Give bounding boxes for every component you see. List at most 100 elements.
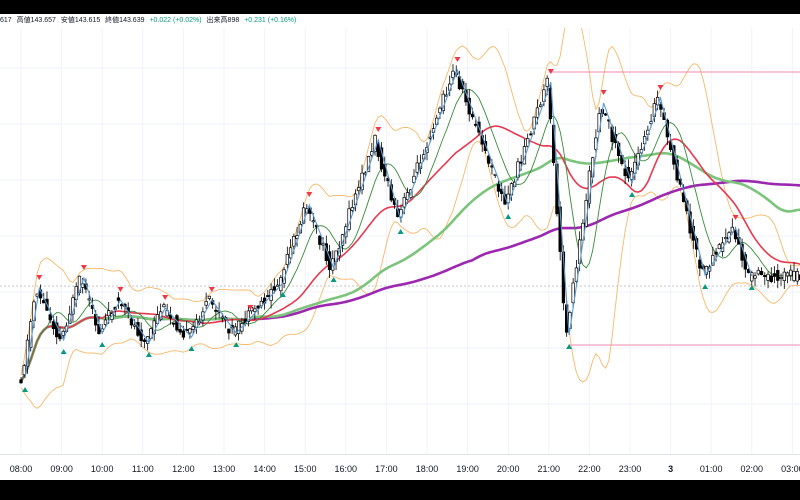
candle-body <box>756 269 760 275</box>
time-axis-tick-label: 15:00 <box>294 464 317 474</box>
pivot-low-marker <box>279 292 286 297</box>
candle-body <box>545 77 549 87</box>
time-axis-tick-label: 02:00 <box>741 464 764 474</box>
time-axis[interactable]: 08:00 09:00 10:00 11:00 12:00 13:00 14:00 15:00… <box>0 454 800 481</box>
candle-body <box>379 147 384 170</box>
pivot-high-marker <box>117 287 124 292</box>
candle-body <box>107 310 111 317</box>
ma-slow-line <box>19 179 800 382</box>
candle-body <box>789 269 793 276</box>
time-axis-tick-label: 21:00 <box>538 464 561 474</box>
time-axis-tick-label: 16:00 <box>335 464 358 474</box>
candle-body <box>87 298 91 301</box>
top-toolbar <box>0 0 800 14</box>
price-chart[interactable] <box>0 2 800 454</box>
candle-body <box>399 209 403 218</box>
pivot-high-marker <box>657 85 664 90</box>
time-axis-tick-label: 09:00 <box>50 464 73 474</box>
time-axis-tick-label: 12:00 <box>172 464 195 474</box>
candle-body <box>441 93 445 111</box>
ma-fast-line <box>20 125 800 382</box>
bottom-toolbar <box>0 480 800 500</box>
candle-body <box>769 275 773 282</box>
pivot-high-marker <box>375 127 382 132</box>
candle-body <box>373 134 377 152</box>
candle-body <box>490 165 494 168</box>
candle-body <box>253 308 257 312</box>
candle-body <box>548 87 553 120</box>
pivot-low-marker <box>397 229 404 234</box>
pivot-high-marker <box>600 90 607 95</box>
candle-body <box>142 339 147 342</box>
candle-body <box>311 220 315 223</box>
pivot-low-marker <box>145 352 152 357</box>
candle-body <box>256 305 260 309</box>
zigzag-line <box>24 68 753 379</box>
bollinger-upper <box>20 2 800 376</box>
candle-body <box>19 379 23 384</box>
pivot-high-marker <box>306 192 313 197</box>
time-axis-tick-label: 17:00 <box>375 464 398 474</box>
candle-body <box>766 273 770 281</box>
pivot-low-marker <box>188 346 195 351</box>
pivot-low-marker <box>629 192 636 197</box>
candle-body <box>785 272 790 277</box>
time-axis-tick-label: 20:00 <box>497 464 520 474</box>
pivot-high-marker <box>80 265 87 270</box>
candle-body <box>152 320 156 335</box>
legend-item: 617 <box>0 17 12 24</box>
time-axis-tick-label: 14:00 <box>253 464 276 474</box>
candle-body <box>412 175 416 183</box>
candle-body <box>22 365 26 376</box>
candle-body <box>350 207 354 211</box>
candle-body <box>474 123 478 126</box>
time-axis-tick-label: 18:00 <box>416 464 439 474</box>
pivot-high-marker <box>732 215 739 220</box>
candle-body <box>487 155 491 164</box>
candle-body <box>763 275 767 277</box>
ma-mid-line <box>19 151 800 382</box>
time-axis-tick-label: 22:00 <box>578 464 601 474</box>
candle-body <box>288 247 293 259</box>
candle-body <box>698 259 702 269</box>
chart-canvas[interactable] <box>0 2 800 454</box>
candle-body <box>529 133 533 136</box>
candle-body <box>162 304 166 308</box>
candle-body <box>571 282 575 304</box>
candle-body <box>139 329 143 342</box>
candle-body <box>668 141 673 151</box>
candle-body <box>623 168 627 177</box>
candle-body <box>74 286 78 301</box>
candle-body <box>772 273 777 277</box>
pivot-low-marker <box>505 214 512 219</box>
candle-body <box>376 143 380 157</box>
chart-legend: 617 高値143.657 安値143.615 終値143.639 +0.022… <box>0 14 800 28</box>
candle-body <box>795 271 799 282</box>
legend-volume-change: +0.231 (+0.16%) <box>244 17 297 24</box>
candle-body <box>535 107 540 118</box>
candle-body <box>172 322 176 325</box>
time-axis-tick-label: 23:00 <box>619 464 642 474</box>
pivot-low-marker <box>748 285 755 290</box>
candle-body <box>220 316 225 319</box>
time-axis-tick-label: 3 <box>668 464 673 474</box>
candle-body <box>207 295 212 299</box>
candle-body <box>103 319 108 325</box>
time-axis-tick-label: 19:00 <box>456 464 479 474</box>
candle-body <box>48 314 52 321</box>
pivot-low-marker <box>330 277 337 282</box>
candle-body <box>438 107 442 114</box>
candle-body <box>168 314 173 319</box>
candle-body <box>506 193 510 204</box>
legend-low: 安値143.615 <box>60 17 101 24</box>
candle-body <box>129 318 134 326</box>
candle-body <box>415 162 419 173</box>
legend-change: +0.022 (+0.02%) <box>149 17 202 24</box>
candle-body <box>714 251 718 255</box>
pivot-high-marker <box>208 287 215 292</box>
candle-body <box>629 171 634 180</box>
time-axis-tick-label: 11:00 <box>132 464 154 474</box>
candle-body <box>759 270 764 276</box>
candle-body <box>782 271 786 281</box>
legend-close: 終値143.639 <box>105 17 145 24</box>
